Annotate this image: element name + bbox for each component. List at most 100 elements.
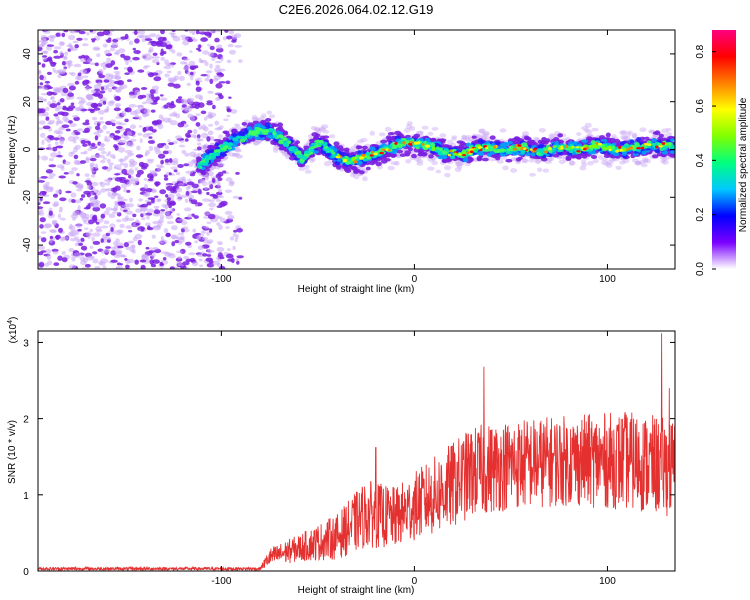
spectrogram-signal-blob bbox=[629, 139, 635, 144]
spectrogram-signal-blob bbox=[622, 158, 630, 164]
spectrogram-noise-blob bbox=[226, 108, 232, 113]
spectrogram-signal-blob bbox=[634, 160, 642, 166]
spectrogram-noise-blob bbox=[225, 177, 233, 182]
spectrogram-noise-blob bbox=[136, 145, 141, 151]
spectrogram-noise-blob bbox=[78, 30, 86, 35]
spectrogram-noise-blob bbox=[94, 135, 99, 141]
spectrogram-noise-blob bbox=[144, 152, 148, 157]
spectrogram-signal-blob bbox=[369, 161, 375, 166]
spectrogram-signal-blob bbox=[641, 157, 649, 163]
spectrogram-noise-blob bbox=[190, 71, 194, 76]
spectrogram-signal-blob bbox=[542, 168, 550, 173]
spectrogram-noise-blob bbox=[89, 245, 94, 249]
spectrogram-noise-blob bbox=[105, 63, 113, 68]
spectrogram-noise-blob bbox=[134, 259, 139, 265]
spectrogram-noise-blob bbox=[192, 32, 196, 35]
spectrogram-noise-blob bbox=[105, 246, 112, 249]
spectrogram-signal-blob bbox=[390, 161, 399, 166]
spectrogram-noise-blob bbox=[97, 110, 105, 115]
spectrogram-signal-blob bbox=[538, 128, 546, 133]
spectrogram-noise-blob bbox=[159, 94, 164, 97]
spectrogram-noise-blob bbox=[72, 40, 79, 44]
spectrogram-signal-blob bbox=[233, 146, 241, 152]
spectrogram-signal-blob bbox=[636, 137, 641, 142]
spectrogram-noise-blob bbox=[232, 245, 236, 251]
spectrogram-noise-blob bbox=[218, 265, 226, 269]
spectrogram-noise-blob bbox=[115, 37, 122, 41]
spectrogram-signal-blob bbox=[275, 130, 281, 135]
spectrogram-noise-blob bbox=[83, 75, 89, 78]
spectrogram-noise-blob bbox=[77, 205, 81, 211]
spectrogram-signal-blob bbox=[316, 128, 323, 134]
spectrogram-noise-blob bbox=[182, 40, 190, 46]
spectrogram-noise-blob bbox=[61, 124, 70, 128]
spectrogram-signal-blob bbox=[640, 163, 648, 168]
spectrogram-signal-blob bbox=[343, 147, 350, 152]
spectrogram-noise-blob bbox=[119, 263, 123, 266]
spectrogram-noise-blob bbox=[235, 171, 240, 175]
spectrogram-noise-blob bbox=[193, 135, 197, 139]
spectrogram-signal-blob bbox=[387, 132, 395, 136]
spectrogram-noise-blob bbox=[38, 43, 44, 48]
spectrogram-noise-blob bbox=[108, 162, 114, 166]
spectrogram-noise-blob bbox=[138, 198, 144, 202]
spectrogram-noise-blob bbox=[78, 242, 84, 246]
spectrogram-noise-blob bbox=[168, 158, 173, 163]
spectrogram-noise-blob bbox=[136, 104, 144, 108]
spectrogram-signal-blob bbox=[479, 128, 486, 134]
spectrogram-noise-blob bbox=[207, 171, 214, 177]
spectrogram-noise-blob bbox=[49, 103, 58, 109]
spectrogram-noise-blob bbox=[60, 217, 66, 221]
spectrogram-noise-blob bbox=[120, 36, 128, 40]
spectrogram-signal-blob bbox=[383, 158, 391, 162]
spectrogram-noise-blob bbox=[133, 30, 138, 36]
spectrogram-noise-blob bbox=[220, 56, 224, 62]
spectrogram-signal-blob bbox=[619, 130, 627, 135]
spectrogram-noise-blob bbox=[132, 213, 137, 218]
spectrogram-signal-blob bbox=[235, 125, 242, 131]
spectrogram-noise-blob bbox=[236, 260, 240, 265]
spectrogram-noise-blob bbox=[206, 231, 211, 236]
spectrogram-noise-blob bbox=[187, 213, 192, 219]
spectrogram-noise-blob bbox=[151, 234, 156, 239]
spectrogram-noise-blob bbox=[190, 199, 198, 205]
spectrogram-noise-blob bbox=[138, 161, 145, 167]
spectrogram-noise-blob bbox=[201, 230, 206, 235]
spectrogram-signal-blob bbox=[581, 139, 589, 144]
spectrogram-noise-blob bbox=[59, 98, 65, 103]
spectrogram-noise-blob bbox=[121, 198, 128, 202]
spectrogram-noise-blob bbox=[109, 119, 116, 123]
spectrogram-noise-blob bbox=[217, 242, 223, 246]
spectrogram-noise-blob bbox=[111, 246, 116, 250]
spectrogram-noise-blob bbox=[45, 169, 54, 174]
spectrogram-noise-blob bbox=[215, 257, 220, 260]
spectrogram-signal-blob bbox=[261, 113, 267, 118]
spectrogram-signal-blob bbox=[314, 127, 321, 132]
spectrogram-noise-blob bbox=[222, 170, 227, 174]
spectrogram-noise-blob bbox=[145, 246, 150, 250]
spectrogram-noise-blob bbox=[94, 163, 99, 170]
spectrogram-noise-blob bbox=[117, 193, 121, 198]
spectrogram-signal-blob bbox=[581, 155, 588, 159]
spectrogram-noise-blob bbox=[163, 228, 169, 234]
spectrogram-noise-blob bbox=[84, 127, 90, 133]
spectrogram-noise-blob bbox=[103, 220, 110, 225]
spectrogram-noise-blob bbox=[208, 180, 212, 186]
spectrogram-noise-blob bbox=[100, 151, 107, 154]
spectrogram-noise-blob bbox=[181, 149, 187, 155]
spectrogram-noise-blob bbox=[190, 65, 195, 70]
spectrogram-noise-blob bbox=[85, 140, 91, 144]
spectrogram-noise-blob bbox=[207, 130, 214, 136]
spectrogram-noise-blob bbox=[57, 213, 62, 219]
spectrogram-noise-blob bbox=[82, 122, 90, 126]
spectrogram-noise-blob bbox=[218, 162, 225, 167]
spectrogram-noise-blob bbox=[226, 114, 231, 118]
spectrogram-noise-blob bbox=[58, 209, 63, 213]
spectrogram-noise-blob bbox=[38, 46, 43, 52]
spectrogram-noise-blob bbox=[89, 30, 93, 33]
spectrogram-noise-blob bbox=[68, 247, 75, 253]
spectrogram-signal-blob bbox=[273, 148, 279, 153]
spectrogram-signal-blob bbox=[396, 149, 404, 154]
spectrogram-signal-blob bbox=[289, 155, 296, 161]
spectrogram-noise-blob bbox=[55, 145, 64, 149]
